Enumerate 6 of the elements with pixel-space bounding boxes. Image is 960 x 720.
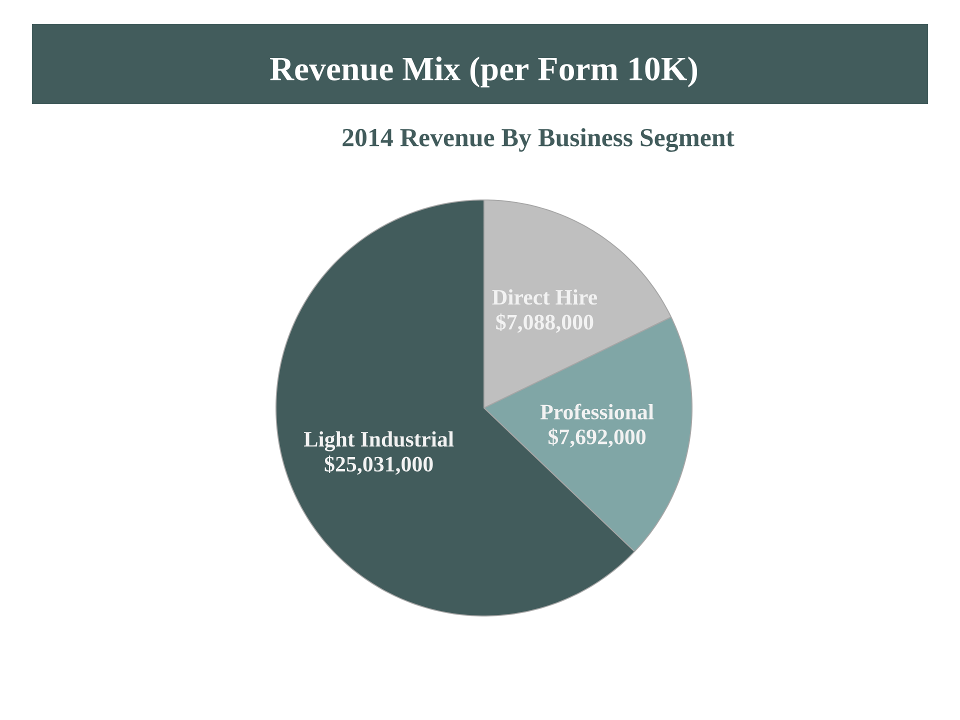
chart-title: Revenue Mix (per Form 10K) <box>270 56 698 88</box>
slice-label: Light Industrial <box>304 431 454 452</box>
data-label: $7,692,000 <box>548 428 646 448</box>
chart-subtitle: 2014 Revenue By Business Segment <box>342 128 734 152</box>
data-label: $25,031,000 <box>324 455 433 475</box>
slice-label: Professional <box>540 404 654 420</box>
